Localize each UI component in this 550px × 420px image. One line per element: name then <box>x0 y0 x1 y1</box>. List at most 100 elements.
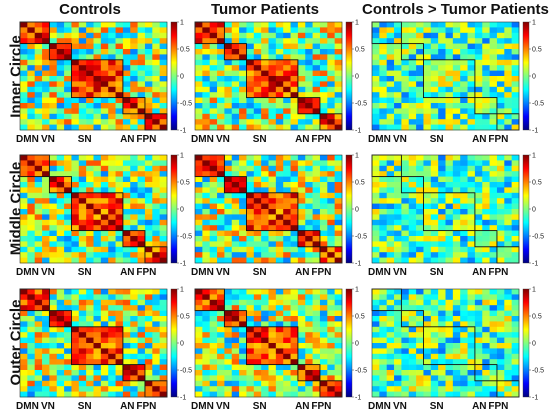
heatmap-cell <box>334 86 343 93</box>
heatmap-cell <box>283 49 291 55</box>
colorbar <box>345 154 353 264</box>
heatmap-cell <box>482 54 490 61</box>
heatmap-cell <box>231 160 240 167</box>
heatmap-cell <box>130 65 138 71</box>
heatmap-cell <box>86 241 94 248</box>
heatmap-cell <box>496 182 505 188</box>
heatmap-cell <box>408 22 417 28</box>
heatmap-cell <box>159 187 168 194</box>
heatmap-cell <box>78 70 87 77</box>
heatmap-cell <box>474 103 483 109</box>
heatmap-cell <box>78 86 87 93</box>
heatmap-cell <box>246 289 255 295</box>
heatmap-cell <box>56 32 65 39</box>
heatmap-cell <box>452 192 461 199</box>
network-label-dmn: DMN <box>16 134 39 145</box>
colorbar-tick-label: -1 <box>180 395 186 402</box>
heatmap-cell <box>430 65 439 71</box>
heatmap-cell <box>423 92 432 98</box>
heatmap-cell <box>217 119 225 125</box>
heatmap-cell <box>496 113 505 120</box>
heatmap-cell <box>246 49 255 55</box>
heatmap-cell <box>93 124 102 131</box>
heatmap-cell <box>496 326 505 333</box>
heatmap-cell <box>496 348 505 355</box>
heatmap-cell <box>78 230 87 237</box>
heatmap-cell <box>312 305 321 311</box>
heatmap-cell <box>283 316 291 322</box>
heatmap-cell <box>152 76 160 82</box>
heatmap-cell <box>49 299 58 306</box>
heatmap-cell <box>305 294 313 301</box>
heatmap-cell <box>144 59 153 66</box>
heatmap-cell <box>78 391 87 398</box>
heatmap-cell <box>115 348 124 355</box>
heatmap-cell <box>445 326 454 333</box>
heatmap-cell <box>246 299 255 306</box>
heatmap-cell <box>511 364 520 371</box>
heatmap-cell <box>224 171 233 177</box>
heatmap-cell <box>430 289 439 295</box>
heatmap-cell <box>430 299 439 306</box>
heatmap-cell <box>408 92 417 98</box>
heatmap-cell <box>401 364 410 371</box>
heatmap-cell <box>416 54 424 61</box>
heatmap-cell <box>231 375 240 382</box>
heatmap-cell <box>268 337 277 344</box>
heatmap-cell <box>93 54 102 61</box>
heatmap-cell <box>246 391 255 398</box>
heatmap-cell <box>34 391 43 398</box>
heatmap-cell <box>372 316 380 322</box>
heatmap-cell <box>379 321 387 328</box>
heatmap-cell <box>290 370 299 376</box>
heatmap-cell <box>489 155 498 161</box>
heatmap-cell <box>482 348 490 355</box>
heatmap-cell <box>452 70 461 77</box>
heatmap-cell <box>159 348 168 355</box>
heatmap-cell <box>239 38 247 44</box>
heatmap-cell <box>438 236 446 242</box>
heatmap-cell <box>64 209 72 215</box>
heatmap-cell <box>209 225 218 231</box>
heatmap-cell <box>231 252 240 258</box>
heatmap-cell <box>334 337 343 344</box>
heatmap-cell <box>423 252 432 258</box>
heatmap-cell <box>275 316 284 322</box>
heatmap-cell <box>423 316 432 322</box>
heatmap-cell <box>379 65 387 71</box>
heatmap-cell <box>100 236 109 242</box>
heatmap-cell <box>195 364 203 371</box>
network-label-an: AN <box>472 134 486 145</box>
heatmap-cell <box>86 165 94 172</box>
heatmap-cell <box>261 176 269 183</box>
heatmap-cell <box>137 155 146 161</box>
heatmap-cell <box>34 70 43 77</box>
heatmap-cell <box>253 49 262 55</box>
heatmap-cell <box>379 192 387 199</box>
heatmap-cell <box>290 65 299 71</box>
heatmap-cell <box>27 370 35 376</box>
heatmap-cell <box>379 310 387 317</box>
heatmap-cell <box>452 209 461 215</box>
heatmap-cell <box>401 305 410 311</box>
heatmap-cell <box>152 54 160 61</box>
heatmap-cell <box>438 316 446 322</box>
heatmap-cell <box>268 246 277 253</box>
heatmap-cell <box>327 299 335 306</box>
heatmap-cell <box>268 391 277 398</box>
heatmap-cell <box>379 343 387 349</box>
heatmap-cell <box>20 321 28 328</box>
heatmap-cell <box>511 171 520 177</box>
heatmap-cell <box>401 257 410 264</box>
heatmap-cell <box>100 86 109 93</box>
heatmap-cell <box>64 246 72 253</box>
heatmap-cell <box>386 230 395 237</box>
heatmap-cell <box>334 225 343 231</box>
heatmap-cell <box>511 257 520 264</box>
heatmap-cell <box>460 192 468 199</box>
heatmap-cell <box>261 70 269 77</box>
column-title-controls-gt-tumor: Controls > Tumor Patients <box>362 1 549 18</box>
heatmap-cell <box>34 22 43 28</box>
heatmap-cell <box>42 375 50 382</box>
heatmap-cell <box>504 236 512 242</box>
